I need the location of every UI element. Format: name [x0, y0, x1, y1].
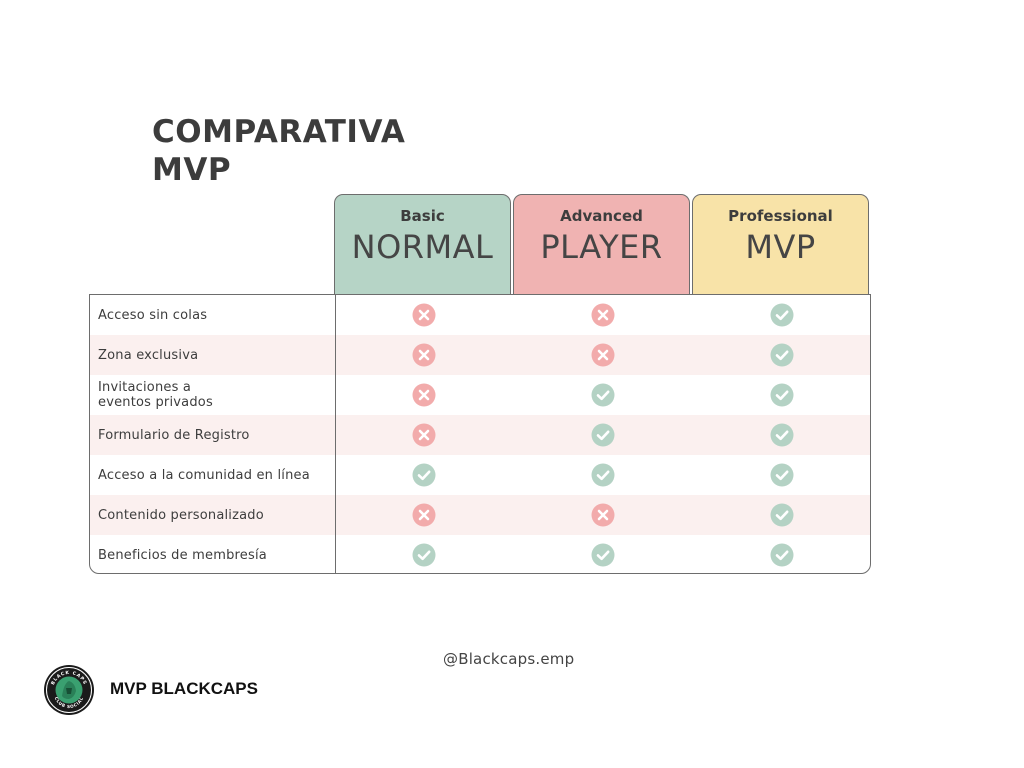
check-circle-icon [770, 383, 794, 407]
check-circle-icon [770, 543, 794, 567]
feature-cell-normal [336, 335, 512, 375]
feature-cell-normal [336, 415, 512, 455]
feature-cell-player [515, 295, 691, 335]
table-divider [335, 295, 336, 573]
feature-cell-mvp [694, 335, 870, 375]
feature-cell-player [515, 335, 691, 375]
blackcaps-logo: BLACK CAPS CLUB SOCIAL [42, 663, 96, 717]
check-circle-icon [412, 543, 436, 567]
brand-name: MVP BLACKCAPS [110, 679, 258, 698]
comparison-table: Beneficios de membresía Contenido persona… [89, 294, 871, 574]
feature-label: Acceso sin colas [98, 307, 208, 323]
table-row: Acceso a la comunidad en línea [90, 455, 870, 495]
page-title-line-2: MVP [152, 152, 232, 188]
feature-cell-mvp [694, 415, 870, 455]
plan-name-label: NORMAL [351, 228, 494, 266]
x-circle-icon [412, 343, 436, 367]
feature-label: Zona exclusiva [98, 347, 199, 363]
blackcaps-logo-icon: BLACK CAPS CLUB SOCIAL [44, 665, 94, 715]
check-circle-icon [770, 423, 794, 447]
page-title: COMPARATIVA MVP [152, 113, 405, 189]
table-row: Invitaciones a eventos privados [90, 375, 870, 415]
plan-header-player: Advanced PLAYER [513, 194, 690, 294]
feature-cell-normal [336, 535, 512, 573]
x-circle-icon [412, 303, 436, 327]
check-circle-icon [591, 383, 615, 407]
x-circle-icon [591, 303, 615, 327]
check-circle-icon [591, 543, 615, 567]
x-circle-icon [412, 383, 436, 407]
feature-cell-mvp [694, 375, 870, 415]
feature-label: Invitaciones a eventos privados [98, 380, 213, 410]
feature-cell-player [515, 455, 691, 495]
feature-label: Formulario de Registro [98, 427, 250, 443]
plan-name-label: MVP [745, 228, 816, 266]
check-circle-icon [412, 463, 436, 487]
table-row: Beneficios de membresía [90, 535, 870, 573]
x-circle-icon [412, 503, 436, 527]
check-circle-icon [770, 303, 794, 327]
plan-header-mvp: Professional MVP [692, 194, 869, 294]
check-circle-icon [591, 423, 615, 447]
feature-label: Contenido personalizado [98, 507, 264, 523]
feature-cell-mvp [694, 535, 870, 573]
feature-cell-mvp [694, 455, 870, 495]
x-circle-icon [412, 423, 436, 447]
plan-tier-label: Professional [728, 207, 833, 225]
x-circle-icon [591, 503, 615, 527]
table-row: Contenido personalizado [90, 495, 870, 535]
feature-cell-normal [336, 455, 512, 495]
plan-tier-label: Basic [400, 207, 445, 225]
table-row: Formulario de Registro [90, 415, 870, 455]
plan-header-normal: Basic NORMAL [334, 194, 511, 294]
feature-cell-player [515, 415, 691, 455]
feature-label: Acceso a la comunidad en línea [98, 467, 310, 483]
feature-cell-mvp [694, 295, 870, 335]
social-handle: @Blackcaps.emp [443, 650, 575, 668]
feature-cell-player [515, 535, 691, 573]
feature-cell-mvp [694, 495, 870, 535]
feature-cell-player [515, 375, 691, 415]
check-circle-icon [770, 463, 794, 487]
check-circle-icon [591, 463, 615, 487]
page-title-line-1: COMPARATIVA [152, 114, 406, 150]
table-row: Zona exclusiva [90, 335, 870, 375]
table-row: Acceso sin colas [90, 295, 870, 335]
check-circle-icon [770, 343, 794, 367]
plan-tier-label: Advanced [560, 207, 643, 225]
plan-name-label: PLAYER [540, 228, 663, 266]
feature-cell-normal [336, 375, 512, 415]
feature-label: Beneficios de membresía [98, 547, 267, 563]
check-circle-icon [770, 503, 794, 527]
feature-cell-normal [336, 295, 512, 335]
feature-cell-player [515, 495, 691, 535]
feature-cell-normal [336, 495, 512, 535]
x-circle-icon [591, 343, 615, 367]
